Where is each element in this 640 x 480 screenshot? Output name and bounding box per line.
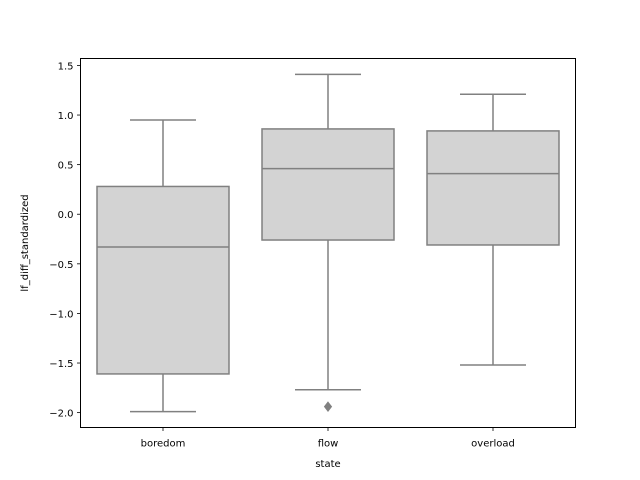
iqr-box (96, 185, 230, 375)
box-group-overload (426, 93, 560, 366)
y-tick-label: 0.5 (58, 161, 74, 172)
y-tick-label: −0.5 (49, 260, 73, 271)
x-tick-label: flow (318, 439, 339, 450)
y-axis: −2.0 −1.5 −1.0 −0.5 0.0 0.5 1.0 1.5 (49, 61, 81, 420)
outlier-point (323, 401, 333, 413)
y-tick-label: 0.0 (58, 210, 74, 221)
y-tick-label: 1.5 (58, 61, 74, 72)
box-group-boredom (96, 119, 230, 413)
iqr-box (261, 128, 395, 241)
x-tick-label: boredom (141, 439, 186, 450)
y-tick-label: −1.5 (49, 359, 73, 370)
iqr-box (426, 130, 560, 246)
box-group-flow (261, 73, 395, 413)
y-axis-label: lf_diff_standardized (20, 194, 31, 291)
x-axis: boredom flow overload (141, 427, 515, 450)
x-axis-label: state (315, 459, 340, 470)
y-tick-label: 1.0 (58, 111, 74, 122)
y-tick-label: −1.0 (49, 309, 73, 320)
boxes-layer (96, 73, 560, 413)
y-tick-label: −2.0 (49, 409, 73, 420)
x-tick-label: overload (471, 439, 515, 450)
